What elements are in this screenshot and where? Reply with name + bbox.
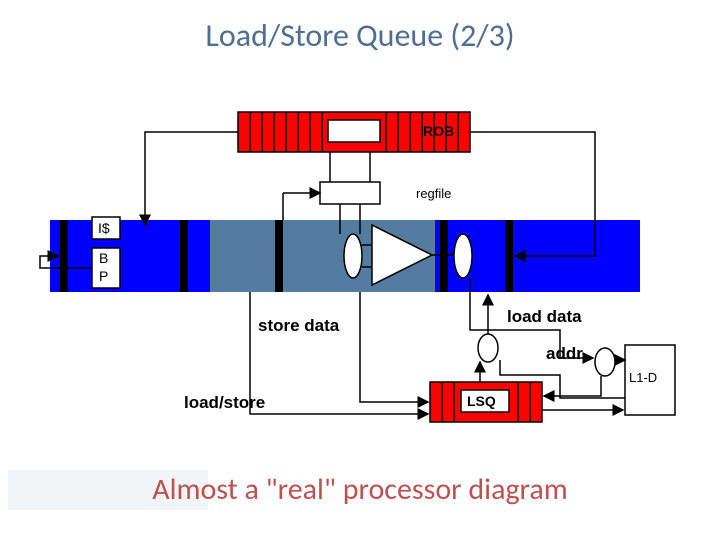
regfile-box xyxy=(320,182,380,204)
stage-bar xyxy=(180,220,188,292)
bp-label-b: B xyxy=(99,250,108,266)
rob-label-box xyxy=(328,120,380,142)
load-latch xyxy=(478,334,498,362)
wire-loadstore xyxy=(250,292,428,414)
load-data-label: load data xyxy=(507,307,582,327)
l1d-label: L1-D xyxy=(629,370,657,385)
footer-caption: Almost a "real" processor diagram xyxy=(0,471,720,508)
loadstore-label: load/store xyxy=(184,393,265,413)
wire-store-data xyxy=(360,292,428,402)
store-data-label: store data xyxy=(258,316,339,336)
slide-title: Load/Store Queue (2/3) xyxy=(0,16,720,55)
stage-bar xyxy=(505,220,513,292)
addr-latch xyxy=(595,348,615,376)
latch-left xyxy=(344,234,362,278)
stage-bar xyxy=(60,220,68,292)
wire xyxy=(544,376,601,396)
stage-bar xyxy=(440,220,448,292)
lsq-label: LSQ xyxy=(467,393,496,409)
latch-right xyxy=(454,234,472,278)
stage-bar xyxy=(275,220,283,292)
icache-label: I$ xyxy=(98,220,110,236)
rob-label: ROB xyxy=(423,123,454,139)
addr-label: addr xyxy=(546,344,583,364)
regfile-label: regfile xyxy=(416,186,451,201)
bp-label-p: P xyxy=(99,268,108,284)
wire xyxy=(145,132,238,225)
